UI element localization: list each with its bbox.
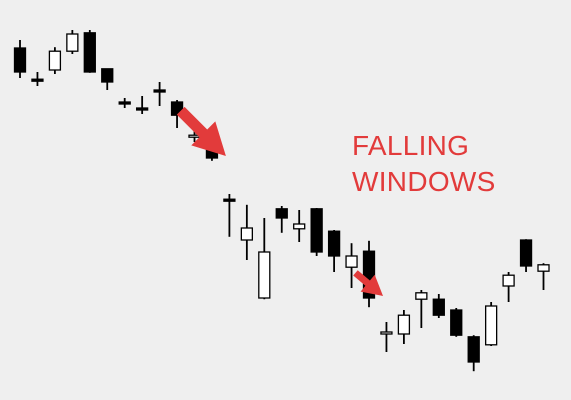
candle <box>502 272 515 302</box>
candle-body-bearish <box>519 239 533 267</box>
candle-body-bearish <box>153 89 166 93</box>
candle <box>432 294 445 318</box>
candle-body-bullish <box>380 331 393 335</box>
candle <box>83 30 96 73</box>
candle <box>415 290 428 328</box>
annotation-line-2: WINDOWS <box>352 166 496 197</box>
candle <box>293 210 306 242</box>
candle-body-bearish <box>310 208 323 253</box>
candle-body-bullish <box>240 227 254 241</box>
candle <box>31 72 44 86</box>
candle-body-bearish <box>467 336 480 363</box>
candle <box>484 302 498 346</box>
candle <box>118 98 131 108</box>
candle-body-bearish <box>362 250 376 299</box>
candle <box>362 240 376 308</box>
candle <box>380 322 393 352</box>
candle-body-bearish <box>223 198 236 202</box>
arrows-group <box>176 106 383 296</box>
candle-body-bullish <box>484 305 498 346</box>
candle-body-bullish <box>345 255 358 268</box>
candle-body-bearish <box>327 230 341 257</box>
candle <box>135 96 149 114</box>
candle <box>345 243 358 288</box>
candle <box>467 335 480 372</box>
candle <box>153 82 166 106</box>
candle <box>537 263 550 290</box>
candle <box>101 68 114 90</box>
candle <box>310 208 323 256</box>
candle-body-bearish <box>275 208 288 219</box>
candle-body-bullish <box>258 251 271 299</box>
candle <box>66 30 79 54</box>
candle <box>13 40 27 78</box>
large-arrow-icon <box>176 106 226 156</box>
annotation-line-1: FALLING <box>352 130 469 161</box>
candle <box>170 100 184 128</box>
candle-body-bullish <box>537 264 550 272</box>
candle-body-bullish <box>415 292 428 300</box>
candle-body-bearish <box>101 68 114 83</box>
candle-body-bearish <box>83 32 96 73</box>
candles-group <box>13 30 550 372</box>
candle-body-bearish <box>170 101 184 116</box>
candle-body-bullish <box>66 33 79 52</box>
candle-body-bullish <box>397 314 411 335</box>
candle-body-bearish <box>13 47 27 73</box>
candle <box>450 308 463 337</box>
candle <box>258 218 271 300</box>
candle <box>223 194 236 237</box>
candle-body-bullish <box>293 223 306 230</box>
candle <box>397 310 411 344</box>
candle-body-bearish <box>432 298 445 316</box>
candle-body-bearish <box>118 101 131 105</box>
small-arrow-icon <box>353 270 383 296</box>
candle <box>327 230 341 272</box>
candle <box>240 204 254 260</box>
candle-body-bullish <box>48 50 62 71</box>
candle-body-bearish <box>31 78 44 82</box>
candle <box>519 239 533 272</box>
candle <box>275 206 288 233</box>
candle-body-bearish <box>135 107 149 111</box>
candle-body-bullish <box>502 274 515 287</box>
candle-body-bearish <box>450 309 463 336</box>
candle <box>48 47 62 74</box>
